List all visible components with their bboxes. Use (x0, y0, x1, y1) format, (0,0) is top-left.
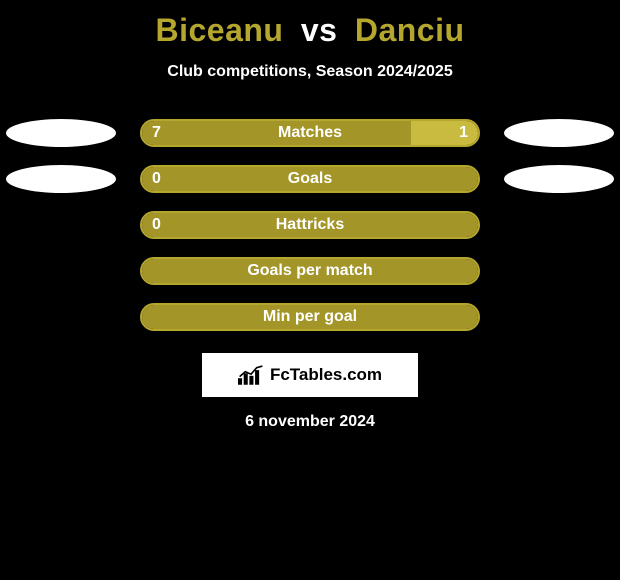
stat-bar: Goals per match (140, 257, 480, 285)
brand-text: FcTables.com (270, 365, 382, 385)
stat-value-left: 0 (152, 213, 161, 237)
vs-label: vs (293, 12, 346, 48)
stat-bar: Matches71 (140, 119, 480, 147)
comparison-card: Biceanu vs Danciu Club competitions, Sea… (0, 0, 620, 580)
stat-rows: Matches71Goals0Hattricks0Goals per match… (0, 119, 620, 331)
bar-fill-left (142, 305, 478, 329)
bar-fill-left (142, 259, 478, 283)
stat-value-left: 0 (152, 167, 161, 191)
date-label: 6 november 2024 (0, 413, 620, 431)
player2-name: Danciu (355, 12, 465, 48)
player1-badge (6, 119, 116, 147)
bar-fill-left (142, 167, 478, 191)
stat-bar: Hattricks0 (140, 211, 480, 239)
brand-badge: FcTables.com (202, 353, 418, 397)
stat-bar: Goals0 (140, 165, 480, 193)
player1-name: Biceanu (155, 12, 283, 48)
bar-fill-left (142, 121, 411, 145)
title: Biceanu vs Danciu (0, 12, 620, 49)
player2-badge (504, 119, 614, 147)
stat-row: Min per goal (0, 303, 620, 331)
player2-badge (504, 165, 614, 193)
stat-row: Hattricks0 (0, 211, 620, 239)
stat-row: Matches71 (0, 119, 620, 147)
stat-value-right: 1 (459, 121, 468, 145)
bar-fill-left (142, 213, 478, 237)
subtitle: Club competitions, Season 2024/2025 (0, 63, 620, 81)
brand-bars-icon (238, 365, 264, 385)
player1-badge (6, 165, 116, 193)
stat-row: Goals per match (0, 257, 620, 285)
stat-bar: Min per goal (140, 303, 480, 331)
stat-value-left: 7 (152, 121, 161, 145)
stat-row: Goals0 (0, 165, 620, 193)
